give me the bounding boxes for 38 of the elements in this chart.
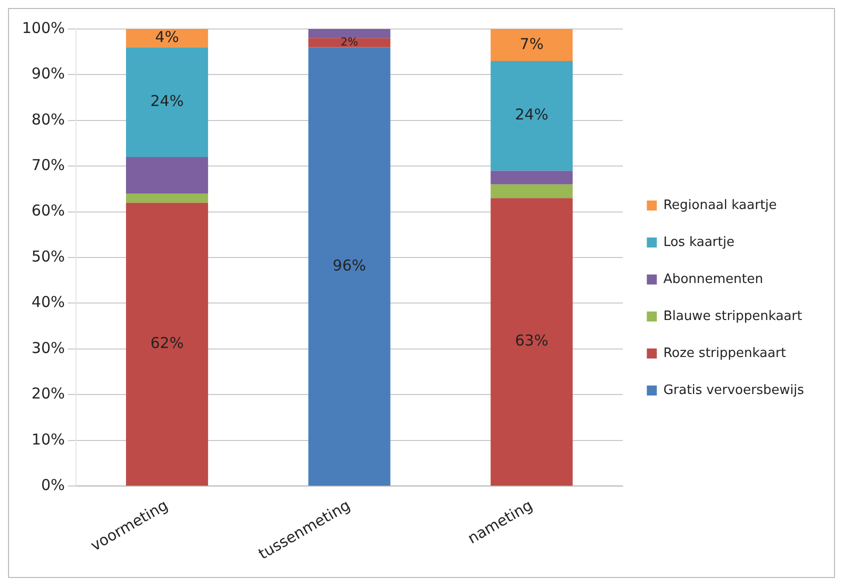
y-tick-label: 100% [22,18,65,37]
bar [126,194,208,203]
data-label: 62% [150,334,184,352]
bar [490,29,573,61]
y-tick-label: 80% [32,110,65,128]
y-tick-label: 30% [32,338,65,357]
y-tick-label: 60% [32,202,65,220]
legend-label: Regionaal kaartje [663,198,777,213]
bar [126,29,208,48]
data-label: 96% [332,256,366,274]
y-tick-label: 50% [32,247,65,266]
bar [308,38,390,48]
data-label: 4% [155,28,179,46]
bar [308,47,390,486]
legend-label: Gratis vervoersbewijs [663,382,804,398]
legend-label: Roze strippenkaart [663,346,786,361]
bar [490,170,573,184]
legend-label: Abonnementen [663,272,764,287]
y-tick-label: 90% [32,64,65,83]
y-tick-label: 70% [32,156,65,174]
legend-label: Blauwe strippenkaart [663,308,802,324]
bar [126,156,208,194]
bar [490,184,573,198]
bar [126,47,208,157]
y-tick-label: 10% [32,430,65,448]
data-label: 63% [514,332,548,350]
bar [308,29,390,38]
bar [490,198,573,486]
data-label: 2% [340,36,358,49]
bar [126,202,208,486]
y-tick-label: 20% [32,384,65,403]
data-label: 24% [150,92,184,110]
bar [490,60,573,171]
legend-label: Los kaartje [663,234,734,250]
y-tick-label: 40% [32,293,65,312]
data-label: 24% [514,106,548,124]
data-label: 7% [520,34,544,53]
y-tick-label: 0% [41,476,65,494]
